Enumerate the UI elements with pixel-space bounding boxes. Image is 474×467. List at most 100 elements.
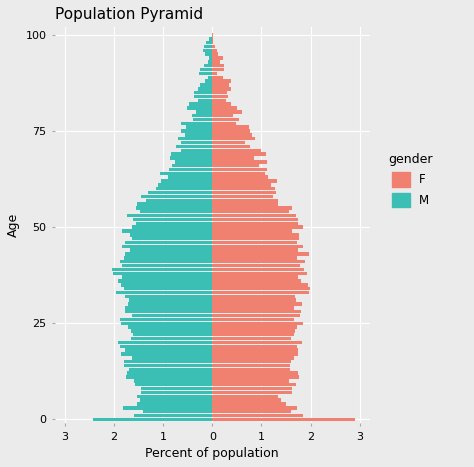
- Bar: [136, 221, 212, 225]
- Bar: [212, 183, 271, 187]
- Bar: [212, 221, 298, 225]
- Bar: [212, 271, 308, 275]
- Bar: [212, 406, 297, 410]
- Bar: [196, 110, 212, 113]
- Bar: [212, 214, 296, 217]
- Bar: [212, 106, 237, 110]
- Bar: [212, 191, 275, 194]
- Bar: [189, 102, 212, 106]
- Bar: [124, 287, 212, 290]
- Bar: [200, 83, 212, 87]
- Bar: [212, 368, 290, 371]
- Bar: [132, 356, 212, 360]
- Bar: [142, 391, 212, 394]
- Bar: [212, 333, 294, 337]
- Bar: [121, 352, 212, 356]
- Bar: [212, 341, 302, 344]
- Bar: [118, 341, 212, 344]
- Bar: [203, 49, 212, 52]
- Bar: [212, 395, 278, 398]
- Bar: [204, 64, 212, 67]
- Bar: [146, 198, 212, 202]
- Bar: [212, 237, 299, 241]
- Bar: [212, 152, 266, 156]
- Bar: [212, 171, 265, 175]
- Bar: [137, 202, 212, 206]
- Bar: [212, 276, 298, 279]
- Bar: [113, 271, 212, 275]
- Bar: [187, 106, 212, 110]
- Bar: [212, 417, 355, 421]
- Bar: [212, 348, 298, 352]
- Bar: [127, 371, 212, 375]
- Bar: [212, 410, 291, 413]
- Bar: [212, 391, 292, 394]
- Bar: [124, 364, 212, 367]
- Bar: [212, 141, 246, 144]
- Bar: [125, 252, 212, 256]
- Bar: [212, 371, 298, 375]
- Bar: [120, 318, 212, 321]
- Bar: [212, 345, 297, 348]
- Bar: [212, 402, 286, 406]
- Bar: [212, 325, 297, 329]
- Bar: [212, 60, 220, 64]
- Bar: [125, 295, 212, 298]
- Text: Population Pyramid: Population Pyramid: [55, 7, 203, 22]
- Bar: [212, 248, 298, 252]
- Bar: [171, 152, 212, 156]
- Bar: [133, 218, 212, 221]
- Bar: [212, 33, 213, 37]
- Bar: [121, 321, 212, 325]
- Bar: [176, 145, 212, 148]
- Bar: [134, 379, 212, 382]
- Bar: [181, 149, 212, 152]
- Bar: [160, 171, 212, 175]
- Bar: [140, 210, 212, 213]
- Bar: [212, 102, 231, 106]
- Bar: [212, 179, 277, 183]
- Bar: [212, 68, 224, 71]
- Bar: [135, 383, 212, 387]
- Bar: [156, 187, 212, 191]
- Bar: [200, 68, 212, 71]
- Bar: [212, 241, 297, 244]
- Bar: [134, 414, 212, 417]
- Bar: [212, 71, 217, 75]
- Bar: [212, 41, 213, 44]
- Bar: [212, 314, 300, 317]
- Bar: [212, 87, 231, 91]
- Bar: [141, 195, 212, 198]
- Bar: [212, 356, 294, 360]
- Bar: [172, 164, 212, 167]
- Bar: [212, 114, 233, 117]
- Bar: [212, 360, 291, 363]
- Bar: [128, 302, 212, 306]
- Bar: [204, 45, 212, 48]
- Bar: [212, 318, 294, 321]
- Bar: [122, 245, 212, 248]
- Bar: [181, 129, 212, 133]
- Bar: [198, 99, 212, 102]
- Bar: [212, 245, 303, 248]
- Bar: [205, 79, 212, 83]
- Bar: [206, 41, 212, 44]
- Bar: [212, 283, 308, 287]
- Bar: [212, 99, 226, 102]
- Bar: [212, 298, 296, 302]
- Bar: [212, 306, 294, 310]
- Bar: [161, 179, 212, 183]
- Bar: [194, 91, 212, 94]
- Bar: [212, 129, 250, 133]
- Bar: [140, 398, 212, 402]
- Bar: [212, 156, 254, 160]
- Bar: [141, 387, 212, 390]
- Bar: [212, 291, 309, 294]
- Bar: [132, 314, 212, 317]
- Bar: [212, 287, 310, 290]
- Bar: [125, 310, 212, 313]
- Bar: [192, 118, 212, 121]
- Bar: [212, 110, 242, 113]
- Bar: [132, 226, 212, 229]
- Bar: [136, 206, 212, 210]
